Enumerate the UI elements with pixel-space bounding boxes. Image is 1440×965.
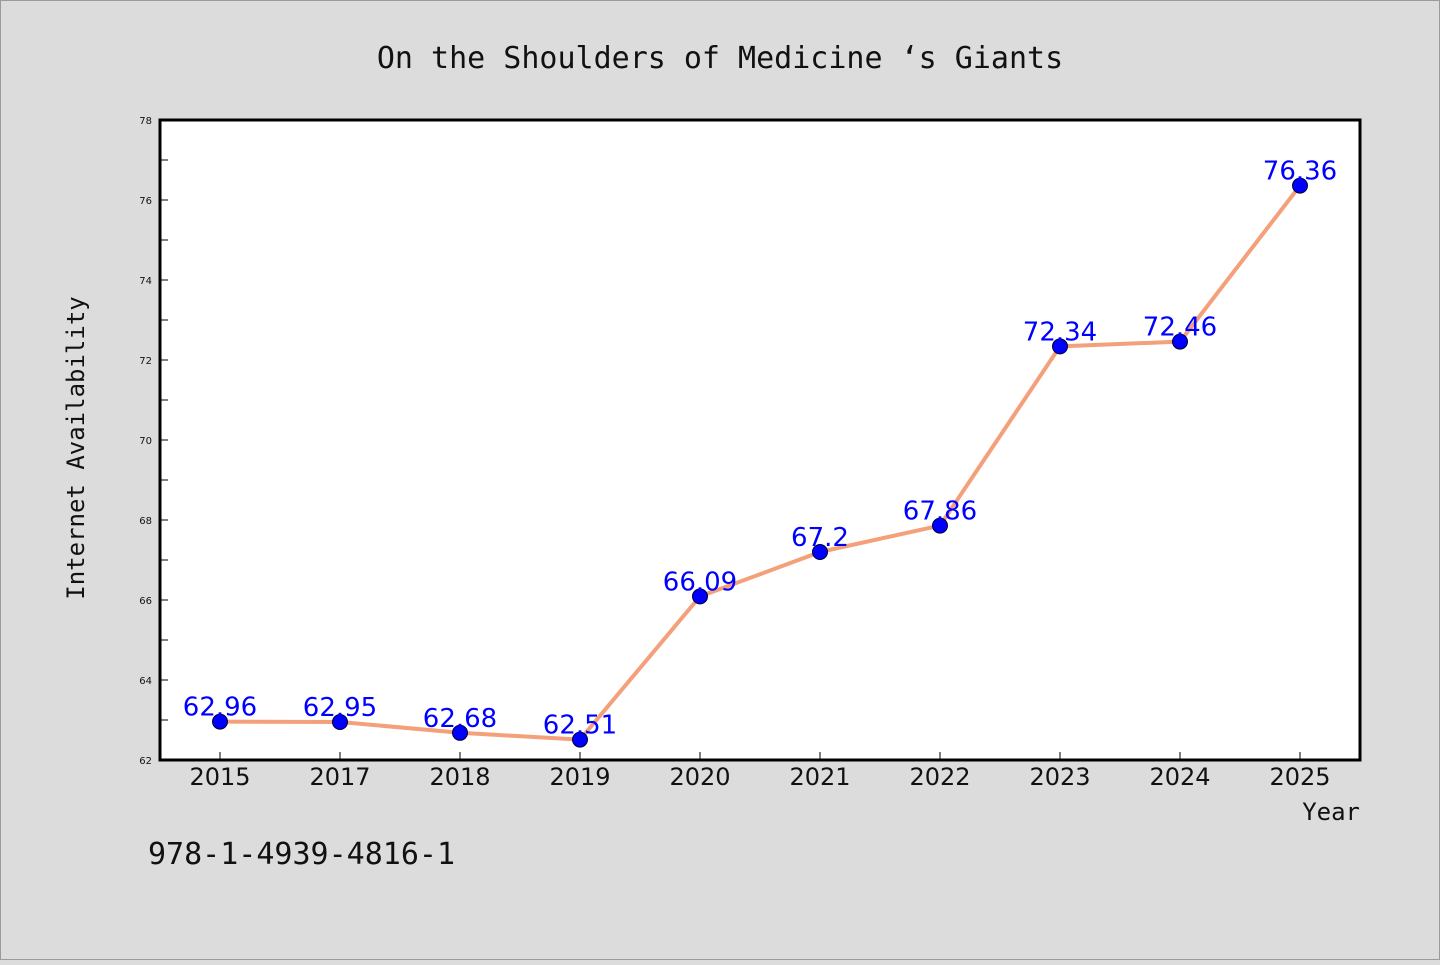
plot-area [160, 120, 1360, 760]
data-label: 62.96 [183, 693, 257, 723]
data-label: 72.34 [1023, 317, 1097, 347]
data-point [1052, 338, 1068, 355]
x-tick-label: 2015 [189, 763, 250, 791]
data-point [1172, 333, 1188, 350]
x-tick-label: 2017 [309, 763, 370, 791]
x-tick-label: 2022 [909, 763, 970, 791]
data-point [932, 517, 948, 534]
y-tick-label: 62 [139, 756, 152, 767]
data-label: 67.86 [903, 497, 977, 527]
x-tick-label: 2024 [1149, 763, 1210, 791]
data-point [1292, 177, 1308, 194]
y-tick-label: 70 [139, 436, 152, 447]
plot-frame [158, 118, 1362, 762]
data-point [452, 724, 468, 741]
data-label: 67.2 [791, 523, 849, 553]
x-tick-label: 2023 [1029, 763, 1090, 791]
y-tick-label: 68 [139, 516, 152, 527]
x-axis: 2015 2017 2018 2019 2020 2021 2022 2023 2024 2025 [189, 752, 1331, 791]
y-axis-label: Internet Availability [62, 296, 90, 599]
data-label: 76.36 [1263, 157, 1337, 187]
series-line [219, 184, 1302, 742]
data-point [212, 713, 228, 730]
y-tick-label: 66 [139, 596, 152, 607]
x-tick-label: 2019 [549, 763, 610, 791]
data-label: 62.51 [543, 711, 617, 741]
data-point [332, 714, 348, 730]
y-tick-label: 74 [139, 276, 152, 287]
x-tick-label: 2018 [429, 763, 490, 791]
isbn-text: 978-1-4939-4816-1 [148, 837, 455, 872]
y-tick-label: 78 [139, 116, 152, 127]
x-axis-label: Year [1302, 798, 1360, 826]
data-label: 62.95 [303, 693, 377, 723]
y-tick-label: 76 [139, 196, 152, 207]
x-tick-label: 2020 [669, 763, 730, 791]
series-layer: 62.96 62.95 62.68 62.51 66.09 67.2 67.86 72.34 7… [183, 157, 1337, 748]
y-tick-label: 72 [139, 356, 152, 367]
data-label: 72.46 [1143, 313, 1217, 343]
y-tick-label: 64 [139, 676, 152, 687]
data-label: 62.68 [423, 704, 497, 734]
chart-title: On the Shoulders of Medicine ‘s Giants [377, 41, 1063, 76]
data-point [812, 544, 828, 560]
x-tick-label: 2021 [789, 763, 850, 791]
data-label: 66.09 [663, 567, 737, 597]
data-point [572, 731, 588, 748]
x-tick-label: 2025 [1269, 763, 1330, 791]
data-point [692, 588, 708, 605]
